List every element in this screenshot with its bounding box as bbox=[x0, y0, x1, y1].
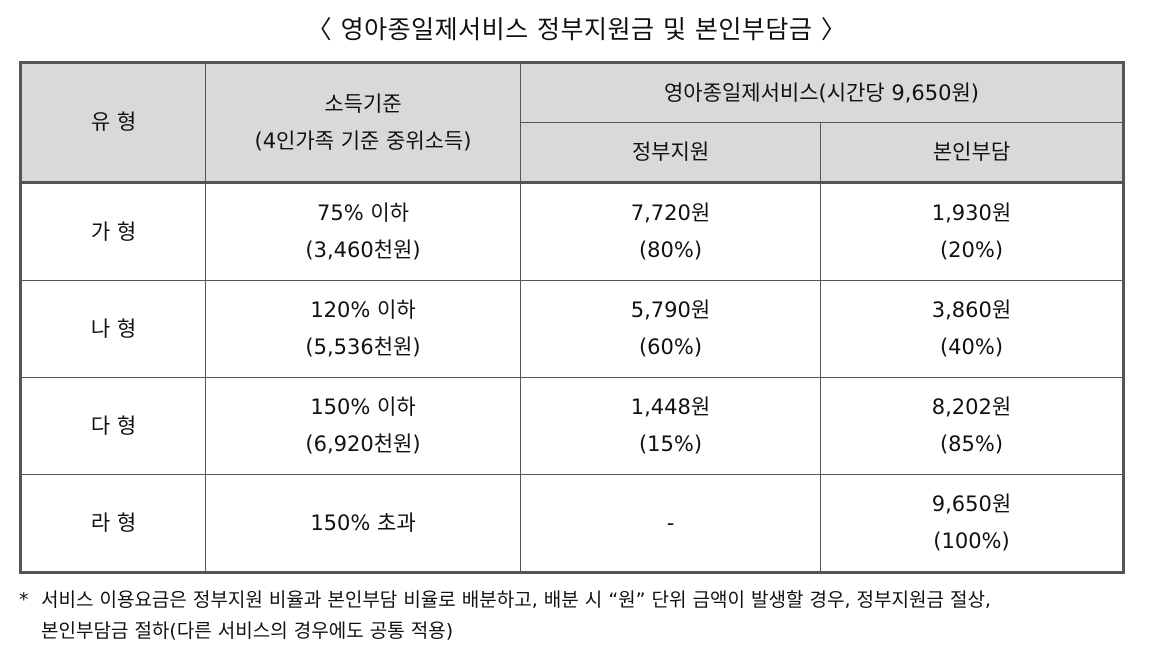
table-row: 가 형 75% 이하 (3,460천원) 7,720원 (80%) 1,930원 (2… bbox=[20, 182, 1124, 281]
cell-self-amount: 3,860원 bbox=[931, 298, 1012, 322]
cell-income-pct: 150% 초과 bbox=[310, 510, 416, 535]
footnote-line-2: 본인부담금 절하(다른 서비스의 경우에도 공통 적용) bbox=[41, 620, 454, 642]
page-title: 〈 영아종일제서비스 정부지원금 및 본인부담금 〉 bbox=[306, 15, 847, 44]
header-income-line1: 소득기준 bbox=[324, 91, 402, 116]
cell-type: 가 형 bbox=[20, 182, 206, 281]
cell-gov-pct: (15%) bbox=[638, 432, 703, 456]
cell-income-pct: 75% 이하 bbox=[317, 201, 409, 225]
cell-gov: 5,790원 (60%) bbox=[520, 280, 821, 378]
cell-self: 1,930원 (20%) bbox=[820, 182, 1124, 281]
header-income: 소득기준 (4인가족 기준 중위소득) bbox=[205, 62, 521, 184]
footnote-mark: * bbox=[19, 589, 29, 611]
cell-self-pct: (85%) bbox=[939, 432, 1004, 456]
cell-self-pct: (100%) bbox=[933, 529, 1010, 553]
cell-gov-amount: 1,448원 bbox=[630, 395, 711, 419]
header-row: 유 형 소득기준 (4인가족 기준 중위소득) 영아종일제서비스(시간당 9,6… bbox=[20, 62, 1124, 184]
cell-income-pct: 150% 이하 bbox=[310, 395, 416, 419]
cell-income-amount: (5,536천원) bbox=[305, 335, 421, 359]
cell-self-amount: 9,650원 bbox=[931, 492, 1012, 516]
header-income-line2: (4인가족 기준 중위소득) bbox=[254, 128, 472, 153]
cell-gov-amount: 5,790원 bbox=[630, 298, 711, 322]
cell-type: 라 형 bbox=[20, 474, 206, 573]
table-row: 다 형 150% 이하 (6,920천원) 1,448원 (15%) 8,202원 (… bbox=[20, 377, 1124, 475]
cell-income: 150% 이하 (6,920천원) bbox=[205, 377, 521, 475]
cell-self: 9,650원 (100%) bbox=[820, 474, 1124, 573]
footnote-text-1: 서비스 이용요금은 정부지원 비율과 본인부담 비율로 배분하고, 배분 시 “… bbox=[41, 589, 991, 611]
cell-gov: 7,720원 (80%) bbox=[520, 182, 821, 281]
cell-income: 150% 초과 bbox=[205, 474, 521, 573]
footnote: * 서비스 이용요금은 정부지원 비율과 본인부담 비율로 배분하고, 배분 시 … bbox=[19, 585, 1129, 647]
table-row: 라 형 150% 초과 - 9,650원 (100%) bbox=[20, 474, 1124, 573]
cell-income-pct: 120% 이하 bbox=[310, 298, 416, 322]
cell-self-amount: 8,202원 bbox=[931, 395, 1012, 419]
cell-gov-amount: - bbox=[666, 510, 675, 535]
cell-income-amount: (6,920천원) bbox=[305, 432, 421, 456]
cell-gov: - bbox=[520, 474, 821, 573]
cell-income: 120% 이하 (5,536천원) bbox=[205, 280, 521, 378]
cell-income-amount: (3,460천원) bbox=[305, 238, 421, 262]
cell-self-amount: 1,930원 bbox=[931, 201, 1012, 225]
cell-gov-pct: (80%) bbox=[638, 238, 703, 262]
cell-income: 75% 이하 (3,460천원) bbox=[205, 182, 521, 281]
table-row: 나 형 120% 이하 (5,536천원) 5,790원 (60%) 3,860원 (… bbox=[20, 280, 1124, 378]
header-gov: 정부지원 bbox=[520, 122, 821, 184]
cell-type: 다 형 bbox=[20, 377, 206, 475]
cell-self-pct: (20%) bbox=[939, 238, 1004, 262]
subsidy-table: 유 형 소득기준 (4인가족 기준 중위소득) 영아종일제서비스(시간당 9,6… bbox=[19, 61, 1125, 574]
cell-self: 8,202원 (85%) bbox=[820, 377, 1124, 475]
subheader-row: 정부지원 본인부담 bbox=[21, 122, 1124, 184]
cell-gov: 1,448원 (15%) bbox=[520, 377, 821, 475]
header-type: 유 형 bbox=[20, 62, 206, 184]
cell-gov-pct: (60%) bbox=[638, 335, 703, 359]
cell-self-pct: (40%) bbox=[939, 335, 1004, 359]
header-self: 본인부담 bbox=[820, 122, 1124, 184]
cell-gov-amount: 7,720원 bbox=[630, 201, 711, 225]
cell-self: 3,860원 (40%) bbox=[820, 280, 1124, 378]
header-service: 영아종일제서비스(시간당 9,650원) bbox=[520, 62, 1124, 123]
cell-type: 나 형 bbox=[20, 280, 206, 378]
footnote-line-1: * 서비스 이용요금은 정부지원 비율과 본인부담 비율로 배분하고, 배분 시 … bbox=[19, 585, 1129, 616]
